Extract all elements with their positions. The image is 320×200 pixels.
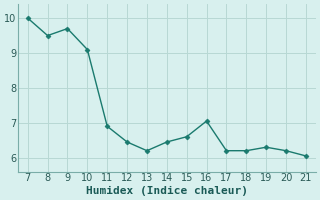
X-axis label: Humidex (Indice chaleur): Humidex (Indice chaleur) bbox=[86, 186, 248, 196]
